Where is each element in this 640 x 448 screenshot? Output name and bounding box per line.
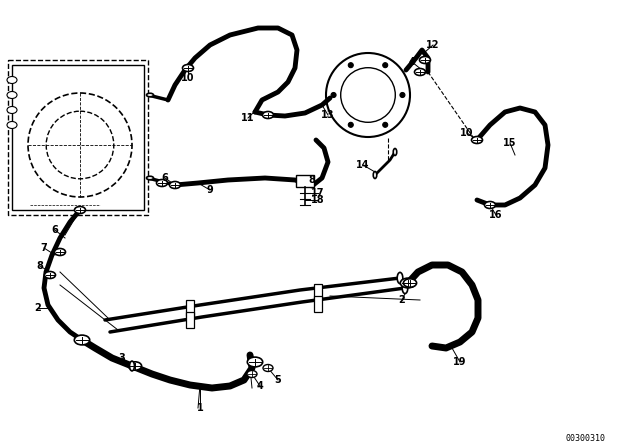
Ellipse shape: [472, 137, 483, 143]
Text: 16: 16: [489, 210, 503, 220]
Text: 5: 5: [275, 375, 282, 385]
Text: 6: 6: [162, 173, 168, 183]
Text: 8: 8: [36, 261, 44, 271]
Text: 7: 7: [40, 243, 47, 253]
Ellipse shape: [263, 365, 273, 371]
Ellipse shape: [7, 107, 17, 113]
Text: 2: 2: [399, 295, 405, 305]
Ellipse shape: [129, 361, 134, 371]
Circle shape: [348, 63, 353, 68]
Text: 10: 10: [460, 128, 474, 138]
Ellipse shape: [415, 69, 426, 76]
Circle shape: [348, 122, 353, 127]
Text: 19: 19: [453, 357, 467, 367]
Ellipse shape: [419, 56, 431, 64]
Circle shape: [400, 92, 405, 98]
Text: 00300310: 00300310: [565, 434, 605, 443]
Text: 14: 14: [356, 160, 370, 170]
Text: 15: 15: [503, 138, 516, 148]
Ellipse shape: [157, 180, 168, 186]
Circle shape: [331, 92, 336, 98]
Circle shape: [340, 68, 396, 122]
Ellipse shape: [393, 148, 397, 155]
Ellipse shape: [54, 249, 65, 255]
Text: 4: 4: [257, 381, 264, 391]
Circle shape: [383, 122, 388, 127]
Bar: [8, 60, 148, 215]
Text: 17: 17: [311, 188, 324, 198]
Ellipse shape: [403, 279, 417, 287]
Ellipse shape: [45, 271, 56, 279]
Text: 2: 2: [35, 303, 42, 313]
Ellipse shape: [397, 272, 403, 284]
Ellipse shape: [74, 207, 86, 214]
Text: 12: 12: [426, 40, 440, 50]
Text: 18: 18: [311, 195, 325, 205]
Text: 1: 1: [196, 403, 204, 413]
Ellipse shape: [147, 176, 154, 180]
Ellipse shape: [247, 357, 262, 367]
Ellipse shape: [182, 65, 193, 72]
Text: 6: 6: [52, 225, 58, 235]
Ellipse shape: [262, 112, 273, 119]
Bar: [296, 175, 314, 187]
Circle shape: [383, 63, 388, 68]
Ellipse shape: [402, 282, 408, 293]
Ellipse shape: [484, 202, 495, 208]
Ellipse shape: [74, 335, 90, 345]
Text: 10: 10: [181, 73, 195, 83]
Ellipse shape: [147, 93, 154, 97]
Circle shape: [28, 93, 132, 197]
Bar: [314, 284, 322, 300]
Ellipse shape: [7, 91, 17, 99]
Bar: [186, 300, 194, 316]
Text: 13: 13: [321, 110, 335, 120]
Text: 3: 3: [118, 353, 125, 363]
Text: 9: 9: [207, 185, 213, 195]
Ellipse shape: [170, 181, 180, 189]
Ellipse shape: [7, 121, 17, 129]
Ellipse shape: [373, 172, 377, 178]
Bar: [12, 65, 144, 210]
Ellipse shape: [400, 278, 416, 288]
Ellipse shape: [247, 370, 257, 378]
Text: 8: 8: [308, 175, 316, 185]
Ellipse shape: [7, 77, 17, 83]
Ellipse shape: [129, 362, 141, 370]
Bar: [314, 296, 322, 312]
Text: 11: 11: [241, 113, 255, 123]
Circle shape: [46, 111, 114, 179]
Circle shape: [326, 53, 410, 137]
Text: 4: 4: [408, 57, 415, 67]
Bar: [186, 312, 194, 328]
